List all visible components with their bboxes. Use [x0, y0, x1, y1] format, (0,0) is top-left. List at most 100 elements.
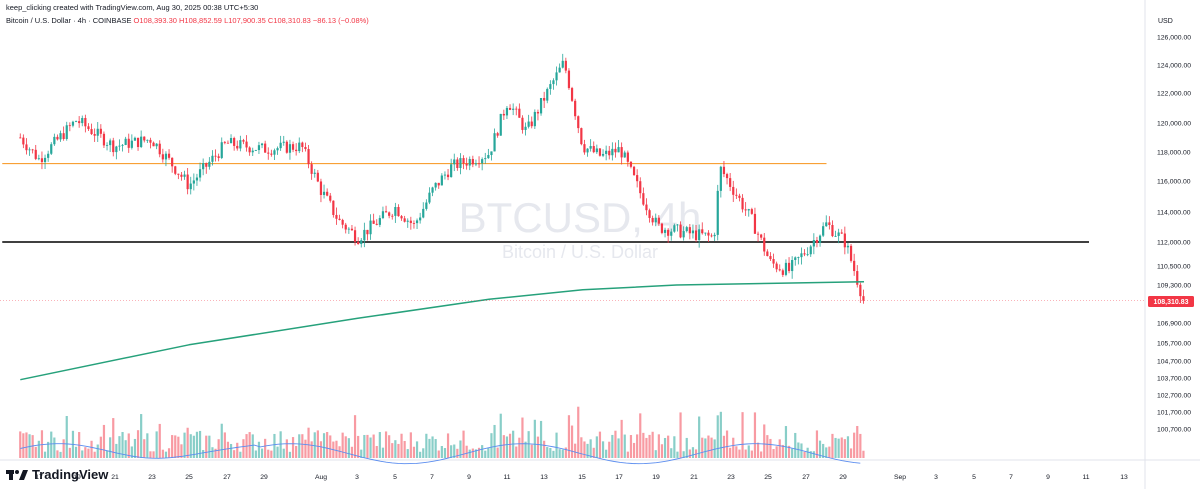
- candle-body: [183, 174, 186, 177]
- volume-bar: [493, 424, 496, 458]
- volume-ma-line: [20, 443, 861, 465]
- volume-bar: [651, 431, 654, 458]
- volume-bar: [223, 432, 226, 458]
- tradingview-brand[interactable]: TradingView: [6, 467, 108, 482]
- candle-body: [763, 237, 766, 252]
- candle-body: [350, 228, 354, 231]
- candle-body: [849, 245, 853, 261]
- volume-bar: [567, 415, 571, 458]
- candle-body: [487, 155, 490, 159]
- candle-body: [673, 225, 676, 232]
- candle-body: [273, 150, 276, 155]
- volume-bar: [47, 441, 50, 458]
- volume-bar: [843, 439, 846, 458]
- candle-body: [660, 223, 664, 233]
- volume-bar: [462, 430, 465, 458]
- volume-bar: [803, 451, 806, 458]
- plot-area: [0, 0, 1145, 460]
- volume-bar: [174, 435, 177, 458]
- candle-body: [254, 150, 257, 151]
- time-axis[interactable]: 17 19 21 23 25 27 29 Aug 3 5 7 9 11 13 15 17 19 21 23 25 27 2…: [35, 474, 1128, 481]
- volume-bar: [304, 439, 307, 458]
- volume-bar: [254, 450, 257, 458]
- candle-body: [626, 152, 629, 162]
- time-tick-label: 9: [1046, 474, 1050, 481]
- candle-body: [651, 217, 654, 223]
- time-tick-label: 7: [430, 474, 434, 481]
- volume-bar: [518, 437, 521, 458]
- volume-bar: [825, 447, 828, 458]
- time-tick-label: 25: [764, 474, 772, 481]
- candle-body: [524, 126, 527, 130]
- volume-bar: [177, 436, 180, 458]
- volume-bar: [564, 447, 567, 458]
- time-tick-label: 11: [1082, 474, 1089, 481]
- candle-body: [794, 257, 797, 261]
- volume-bar: [136, 430, 140, 458]
- candle-body: [543, 97, 546, 101]
- time-tick-label: 23: [148, 474, 156, 481]
- volume-bar: [264, 438, 267, 458]
- volume-bar: [338, 446, 341, 458]
- volume-bar: [198, 430, 202, 458]
- volume-bar: [326, 431, 329, 458]
- candle-body: [40, 158, 44, 163]
- candle-body: [431, 187, 434, 193]
- candle-body: [605, 150, 608, 154]
- candle-body: [419, 217, 422, 221]
- volume-bar: [815, 430, 819, 458]
- ma-200-line[interactable]: [20, 281, 865, 381]
- symbol-name: Bitcoin / U.S. Dollar · 4h · COINBASE: [6, 16, 132, 25]
- candle-body: [372, 220, 375, 224]
- candle-body: [477, 163, 481, 165]
- volume-bar: [459, 440, 462, 458]
- volume-bar: [313, 432, 316, 458]
- volume-bar: [276, 446, 279, 458]
- candle-body: [62, 133, 65, 140]
- volume-bar: [118, 436, 121, 458]
- volume-bar: [605, 449, 608, 458]
- volume-bar: [505, 436, 509, 458]
- volume-bar: [840, 437, 843, 458]
- candle-body: [741, 197, 744, 210]
- volume-bar: [391, 443, 394, 458]
- candle-body: [499, 113, 502, 136]
- candle-body: [121, 144, 124, 146]
- volume-bar: [589, 439, 592, 458]
- price-tick-label: 102,700.00: [1157, 393, 1191, 400]
- candle-body: [239, 140, 242, 149]
- candle-body: [43, 157, 47, 163]
- candle-body: [152, 142, 155, 147]
- candle-body: [136, 137, 140, 148]
- candle-body: [344, 224, 347, 230]
- volume-bar: [171, 435, 174, 458]
- volume-bar: [468, 449, 471, 458]
- price-axis[interactable]: 126,000.00 124,000.00 122,000.00 120,000.00…: [1157, 35, 1191, 434]
- candle-body: [406, 220, 409, 222]
- volume-bar: [676, 451, 679, 458]
- candle-body: [648, 210, 651, 218]
- tradingview-wordmark: TradingView: [32, 467, 109, 482]
- candle-body: [527, 121, 530, 127]
- candle-body: [760, 234, 763, 238]
- candle-body: [65, 125, 68, 140]
- volume-bar: [555, 432, 558, 458]
- candle-body: [518, 108, 521, 118]
- candle-body: [465, 163, 468, 166]
- volume-bar: [592, 447, 595, 458]
- volume-bar: [310, 441, 313, 458]
- volume-bar: [580, 437, 583, 458]
- volume-bar: [127, 433, 130, 458]
- candle-body: [620, 147, 623, 158]
- candle-body: [623, 152, 626, 158]
- candle-body: [468, 158, 471, 166]
- candle-body: [474, 163, 478, 165]
- candle-body: [248, 147, 251, 153]
- candle-body: [149, 139, 152, 143]
- candle-body: [515, 108, 518, 110]
- volume-bar: [818, 440, 822, 458]
- candle-body: [530, 121, 533, 127]
- candle-body: [766, 251, 769, 257]
